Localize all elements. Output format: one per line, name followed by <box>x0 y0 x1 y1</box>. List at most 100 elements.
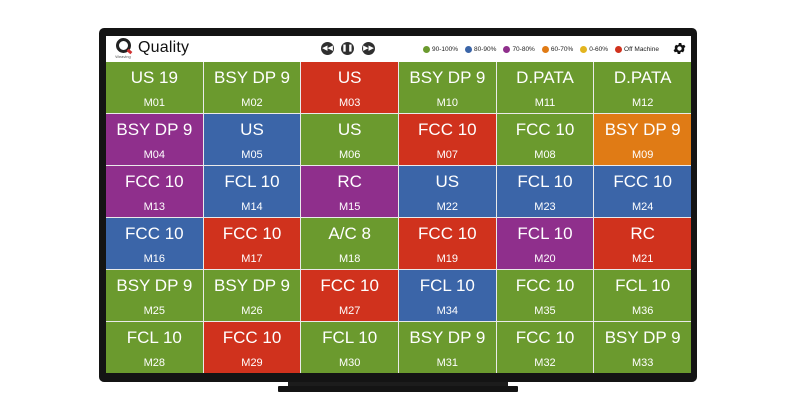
fast-forward-button[interactable]: ▶▶ <box>362 42 375 55</box>
machine-tile[interactable]: BSY DP 9 M04 <box>106 114 203 165</box>
machine-tile[interactable]: FCL 10 M36 <box>594 270 691 321</box>
machine-quality-label: BSY DP 9 <box>116 276 193 295</box>
machine-tile[interactable]: FCL 10 M30 <box>301 322 398 373</box>
legend-label: 80-90% <box>474 45 497 53</box>
machine-id: M04 <box>143 149 166 161</box>
machine-quality-label: FCC 10 <box>222 328 282 347</box>
machine-quality-label: BSY DP 9 <box>214 276 290 295</box>
header-bar: Weaving Quality ◀◀ ❚❚ ▶▶ 90-100% 80-90% 70… <box>106 36 691 62</box>
legend-color-dot <box>580 45 588 53</box>
machine-id: M11 <box>534 97 556 109</box>
machine-id: M36 <box>631 305 654 317</box>
pause-icon: ❚❚ <box>341 45 354 52</box>
machine-id: M16 <box>143 253 166 265</box>
legend-color-dot <box>503 45 511 53</box>
machine-quality-label: BSY DP 9 <box>116 120 193 139</box>
machine-quality-label: A/C 8 <box>328 224 371 243</box>
machine-id: M10 <box>436 97 459 109</box>
machine-tile[interactable]: FCC 10 M27 <box>301 270 398 321</box>
machine-quality-label: FCC 10 <box>613 172 672 191</box>
machine-quality-label: FCL 10 <box>517 172 573 191</box>
page-title: Quality <box>138 39 190 56</box>
machine-quality-label: US 19 <box>130 68 178 87</box>
machine-id: M18 <box>338 253 361 265</box>
machine-tile[interactable]: FCC 10 M29 <box>203 322 301 373</box>
machine-id: M09 <box>631 149 654 161</box>
tv-stand-neck <box>288 382 508 386</box>
machine-tile[interactable]: BSY DP 9 M26 <box>203 270 301 321</box>
machine-tile[interactable]: RC M15 <box>301 166 398 217</box>
legend-color-dot <box>423 45 430 53</box>
machine-id: M01 <box>143 97 166 109</box>
machine-tile[interactable]: FCL 10 M23 <box>496 166 594 217</box>
machine-tile[interactable]: BSY DP 9 M25 <box>106 270 203 321</box>
machine-tile[interactable]: FCL 10 M34 <box>398 270 496 321</box>
machine-tile[interactable]: FCC 10 M16 <box>106 218 203 269</box>
legend-label: 70-80% <box>512 45 535 53</box>
machine-quality-label: FCC 10 <box>515 120 575 139</box>
legend-item: 70-80% <box>503 45 535 53</box>
machine-quality-label: D.PATA <box>516 68 574 87</box>
machine-id: M12 <box>631 97 654 109</box>
machine-tile[interactable]: FCC 10 M24 <box>594 166 691 217</box>
machine-id: M19 <box>436 253 459 265</box>
machine-tile[interactable]: RC M21 <box>594 218 691 269</box>
legend-color-dot <box>465 45 473 53</box>
machine-quality-label: FCL 10 <box>615 276 671 295</box>
machine-tile[interactable]: BSY DP 9 M33 <box>594 322 691 373</box>
machine-tile[interactable]: FCC 10 M08 <box>496 114 594 165</box>
machine-quality-label: BSY DP 9 <box>604 328 681 347</box>
machine-id: M27 <box>338 305 361 317</box>
machine-tile[interactable]: FCL 10 M20 <box>496 218 594 269</box>
machine-quality-label: FCL 10 <box>322 328 378 347</box>
machine-tile[interactable]: FCL 10 M28 <box>106 322 203 373</box>
machine-id: M13 <box>143 201 166 213</box>
machine-quality-label: FCC 10 <box>515 328 575 347</box>
machine-tile[interactable]: BSY DP 9 M31 <box>398 322 496 373</box>
machine-quality-label: RC <box>630 224 655 243</box>
machine-quality-label: BSY DP 9 <box>409 328 486 347</box>
machine-quality-label: BSY DP 9 <box>214 68 290 87</box>
settings-button[interactable] <box>672 41 687 56</box>
machine-tile[interactable]: BSY DP 9 M10 <box>398 62 496 113</box>
machine-tile[interactable]: FCC 10 M17 <box>203 218 301 269</box>
machine-id: M03 <box>338 97 361 109</box>
machine-quality-label: FCC 10 <box>320 276 379 295</box>
machine-tile[interactable]: US M05 <box>203 114 301 165</box>
legend-item: 80-90% <box>465 45 497 53</box>
machine-quality-label: US <box>337 120 362 139</box>
machine-tile[interactable]: BSY DP 9 M09 <box>594 114 691 165</box>
gear-icon <box>673 43 686 54</box>
machine-tile[interactable]: US M22 <box>398 166 496 217</box>
machine-tile[interactable]: US 19 M01 <box>106 62 203 113</box>
machine-tile[interactable]: BSY DP 9 M02 <box>203 62 301 113</box>
machine-id: M06 <box>338 149 361 161</box>
rewind-button[interactable]: ◀◀ <box>321 42 334 55</box>
legend-label: 0-60% <box>589 45 609 53</box>
legend-label: 90-100% <box>432 45 459 53</box>
machine-tile[interactable]: US M06 <box>301 114 398 165</box>
machine-id: M30 <box>338 357 361 369</box>
machine-quality-label: FCL 10 <box>517 224 573 243</box>
machine-id: M15 <box>338 201 361 213</box>
machine-quality-label: FCC 10 <box>418 120 477 139</box>
machine-tile[interactable]: FCL 10 M14 <box>203 166 301 217</box>
machine-tile[interactable]: A/C 8 M18 <box>301 218 398 269</box>
machine-tile[interactable]: D.PATA M11 <box>496 62 594 113</box>
machine-quality-label: BSY DP 9 <box>409 68 486 87</box>
machine-tile[interactable]: FCC 10 M32 <box>496 322 594 373</box>
machine-quality-label: US <box>240 120 264 139</box>
machine-tile[interactable]: D.PATA M12 <box>594 62 691 113</box>
machine-tile[interactable]: FCC 10 M07 <box>398 114 496 165</box>
company-logo: Weaving <box>114 38 132 60</box>
machine-tile[interactable]: FCC 10 M13 <box>106 166 203 217</box>
machine-tile[interactable]: FCC 10 M35 <box>496 270 594 321</box>
machine-tile[interactable]: US M03 <box>301 62 398 113</box>
machine-quality-label: US <box>337 68 362 87</box>
machine-id: M02 <box>241 97 263 109</box>
pause-button[interactable]: ❚❚ <box>341 42 354 55</box>
machine-tile[interactable]: FCC 10 M19 <box>398 218 496 269</box>
legend-label: 60-70% <box>550 45 574 53</box>
machine-quality-label: FCC 10 <box>418 224 477 243</box>
machine-id: M26 <box>241 305 263 317</box>
